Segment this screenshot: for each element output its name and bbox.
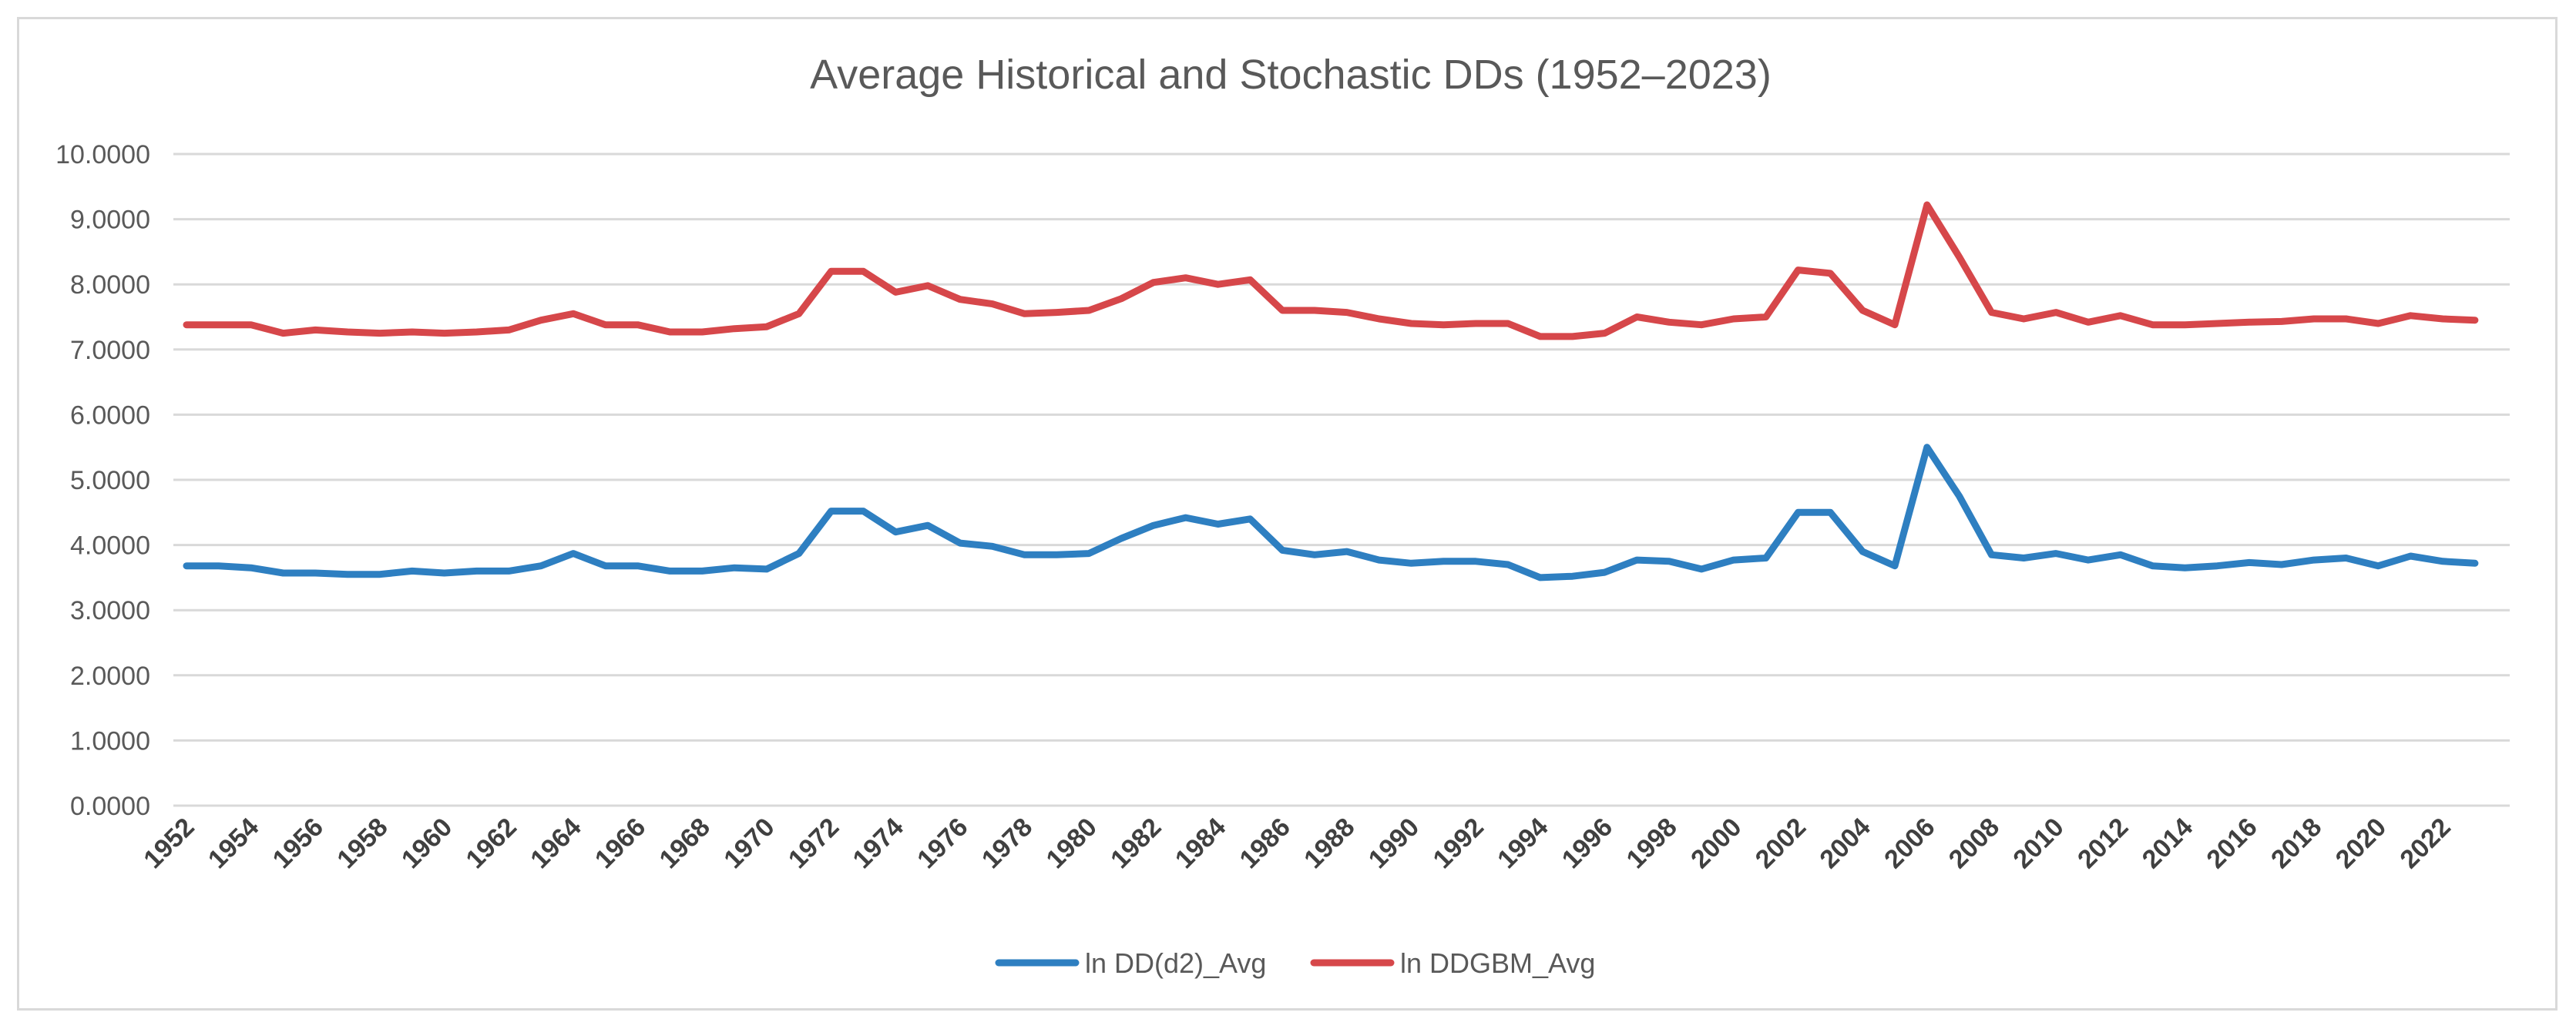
x-tick-label: 2020 (2330, 813, 2392, 874)
y-tick-label: 5.0000 (70, 466, 150, 495)
x-tick-label: 2018 (2265, 813, 2327, 874)
x-tick-label: 1976 (912, 813, 973, 874)
x-tick-label: 1968 (654, 813, 716, 874)
y-tick-label: 1.0000 (70, 726, 150, 756)
x-tick-label: 2002 (1750, 813, 1812, 874)
x-tick-label: 1986 (1234, 813, 1296, 874)
y-tick-label: 3.0000 (70, 596, 150, 625)
y-tick-label: 4.0000 (70, 531, 150, 561)
y-axis-ticks: 0.0000 1.0000 2.0000 3.0000 4.0000 5.0000 6.00… (55, 140, 150, 821)
y-tick-label: 9.0000 (70, 206, 150, 235)
gridlines (173, 153, 2510, 807)
x-tick-label: 2012 (2072, 813, 2134, 874)
x-tick-label: 1998 (1620, 813, 1682, 874)
x-tick-label: 1958 (331, 813, 393, 874)
x-tick-label: 1966 (589, 813, 651, 874)
x-tick-label: 1972 (783, 813, 845, 874)
y-tick-label: 2.0000 (70, 662, 150, 691)
x-tick-label: 2006 (1879, 813, 1940, 874)
x-axis-ticks: 1952 1954 1956 1958 1960 1962 1964 1966 1968 1970… (138, 813, 2456, 874)
legend-label: ln DD(d2)_Avg (1085, 947, 1266, 979)
x-tick-label: 1960 (396, 813, 458, 874)
x-tick-label: 1996 (1557, 813, 1618, 874)
series-line-2 (183, 201, 2479, 340)
chart-frame: Average Historical and Stochastic DDs (1… (17, 17, 2558, 1011)
x-tick-label: 1994 (1492, 813, 1553, 874)
x-tick-label: 2014 (2137, 813, 2198, 874)
series-lines (183, 201, 2479, 582)
x-tick-label: 2004 (1814, 813, 1876, 874)
x-tick-label: 2022 (2394, 813, 2456, 874)
x-tick-label: 2010 (2007, 813, 2069, 874)
y-tick-label: 0.0000 (70, 792, 150, 821)
line-chart: Average Historical and Stochastic DDs (1… (55, 52, 2510, 979)
x-tick-label: 1980 (1041, 813, 1103, 874)
y-tick-label: 6.0000 (70, 401, 150, 430)
chart-title: Average Historical and Stochastic DDs (1… (810, 52, 1772, 98)
x-tick-label: 2008 (1943, 813, 2005, 874)
legend-label: ln DDGBM_Avg (1400, 947, 1595, 979)
x-tick-label: 1982 (1105, 813, 1167, 874)
x-tick-label: 1992 (1428, 813, 1490, 874)
x-tick-label: 1988 (1298, 813, 1360, 874)
x-tick-label: 1978 (976, 813, 1038, 874)
y-tick-label: 10.0000 (55, 140, 150, 169)
x-tick-label: 1952 (138, 813, 200, 874)
x-tick-label: 2016 (2201, 813, 2262, 874)
x-tick-label: 1984 (1170, 813, 1231, 874)
x-tick-label: 1956 (267, 813, 329, 874)
x-tick-label: 1954 (203, 813, 264, 874)
x-tick-label: 1970 (718, 813, 780, 874)
y-tick-label: 8.0000 (70, 270, 150, 300)
x-tick-label: 1974 (848, 813, 909, 874)
x-tick-label: 2000 (1685, 813, 1747, 874)
x-tick-label: 1962 (461, 813, 522, 874)
series-line-1 (183, 444, 2479, 582)
y-tick-label: 7.0000 (70, 336, 150, 365)
legend: ln DD(d2)_Avg ln DDGBM_Avg (995, 947, 1595, 979)
x-tick-label: 1964 (525, 813, 586, 874)
x-tick-label: 1990 (1363, 813, 1425, 874)
